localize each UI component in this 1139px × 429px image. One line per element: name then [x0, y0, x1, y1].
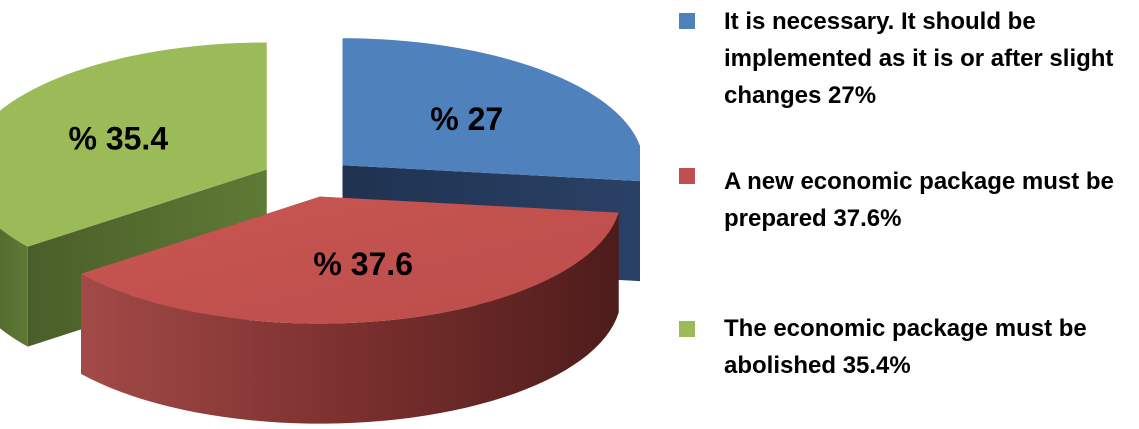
legend-swatch-red: [679, 168, 695, 184]
pie-slice-top: [342, 38, 640, 182]
legend-swatch-green: [679, 321, 695, 337]
pie-slice-new-package: [81, 196, 619, 424]
pie-slice-wall: [81, 212, 619, 424]
pie-slice-wall: [0, 228, 28, 347]
data-label-necessary: % 27: [430, 101, 503, 137]
data-label-new-package: % 37.6: [313, 246, 413, 282]
legend-swatch-blue: [679, 13, 695, 29]
pie-chart: % 27 % 37.6 % 35.4: [0, 38, 640, 424]
data-label-abolished: % 35.4: [68, 121, 168, 157]
pie-slice-top: [0, 42, 267, 247]
legend-label-abolished: The economic package must be abolished 3…: [724, 315, 1087, 379]
pie-slice-top: [81, 196, 619, 324]
legend-label-new-package: A new economic package must be prepared …: [724, 168, 1114, 232]
legend-label-necessary: It is necessary. It should be implemente…: [724, 8, 1114, 109]
